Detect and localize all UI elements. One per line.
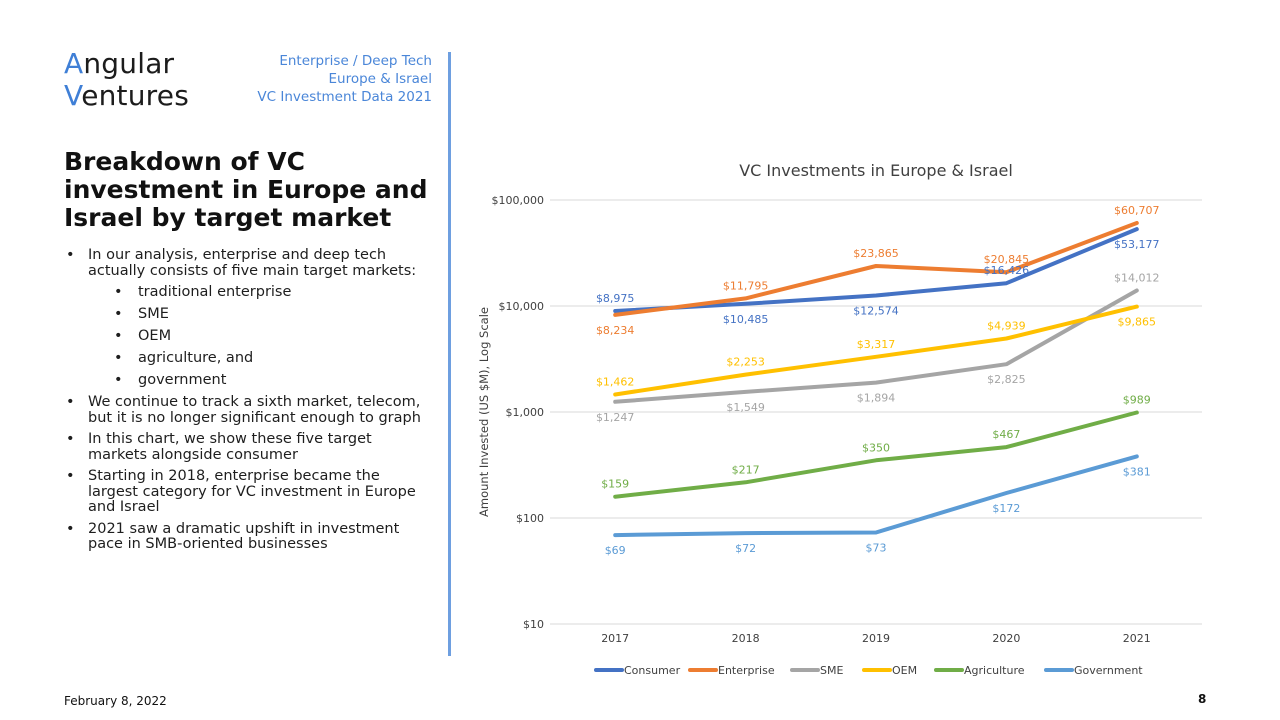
- data-label: $350: [862, 441, 890, 454]
- series-line-enterprise: [613, 221, 1139, 317]
- data-label: $381: [1123, 465, 1151, 478]
- data-label: $989: [1123, 394, 1151, 407]
- legend-label: SME: [820, 664, 843, 677]
- tagline-line: VC Investment Data 2021: [257, 89, 432, 105]
- data-label: $2,825: [987, 373, 1026, 386]
- sub-bullet-item: agriculture, and: [64, 350, 434, 367]
- data-label: $1,247: [596, 411, 635, 424]
- data-label: $159: [601, 478, 629, 491]
- legend-label: Enterprise: [718, 664, 775, 677]
- data-label: $11,795: [723, 279, 769, 292]
- sub-bullet-item: government: [64, 372, 434, 389]
- bullet-item: We continue to track a sixth market, tel…: [64, 394, 434, 426]
- data-label: $72: [735, 542, 756, 555]
- legend-label: Government: [1074, 664, 1143, 677]
- series-line-government: [613, 454, 1139, 538]
- logo-word-angular: ngular: [83, 47, 175, 80]
- company-logo: Angular Ventures: [64, 48, 189, 112]
- bullet-item: Starting in 2018, enterprise became the …: [64, 468, 434, 516]
- data-label: $23,865: [853, 247, 899, 260]
- data-label: $172: [992, 502, 1020, 515]
- sub-bullet-item: OEM: [64, 328, 434, 345]
- data-label: $4,939: [987, 319, 1026, 332]
- data-label: $217: [732, 463, 760, 476]
- bullet-item: 2021 saw a dramatic upshift in investmen…: [64, 521, 434, 553]
- data-label: $1,462: [596, 376, 635, 389]
- data-label: $73: [866, 541, 887, 554]
- y-axis-label: Amount Invested (US $M), Log Scale: [477, 307, 491, 517]
- x-tick-label: 2018: [732, 632, 760, 645]
- x-tick-label: 2020: [992, 632, 1020, 645]
- y-tick-label: $10,000: [499, 300, 545, 313]
- data-label: $14,012: [1114, 271, 1160, 284]
- data-label: $12,574: [853, 304, 899, 317]
- data-label: $3,317: [857, 338, 896, 351]
- x-tick-label: 2021: [1123, 632, 1151, 645]
- legend-label: OEM: [892, 664, 917, 677]
- series-line-agriculture: [613, 410, 1139, 499]
- x-tick-label: 2019: [862, 632, 890, 645]
- chart-title: VC Investments in Europe & Israel: [739, 161, 1013, 180]
- data-label: $8,975: [596, 292, 635, 305]
- data-label: $2,253: [726, 356, 765, 369]
- data-label: $10,485: [723, 313, 769, 326]
- data-label: $69: [605, 544, 626, 557]
- y-tick-label: $100,000: [492, 194, 545, 207]
- data-label: $467: [992, 428, 1020, 441]
- data-label: $16,426: [984, 264, 1030, 277]
- data-label: $9,865: [1118, 316, 1157, 329]
- logo-letter-a: A: [64, 47, 84, 80]
- bullet-list: In our analysis, enterprise and deep tec…: [64, 247, 434, 559]
- sub-bullet-item: traditional enterprise: [64, 284, 434, 301]
- sub-bullet-item: SME: [64, 306, 434, 323]
- footer-date: February 8, 2022: [64, 694, 167, 708]
- page-number: 8: [1198, 692, 1207, 706]
- logo-letter-v: V: [64, 79, 82, 112]
- series-line-oem: [613, 304, 1139, 397]
- tagline-line: Europe & Israel: [328, 71, 432, 87]
- series-line-sme: [613, 288, 1139, 404]
- legend-label: Agriculture: [964, 664, 1025, 677]
- vertical-divider: [448, 52, 451, 656]
- y-tick-label: $100: [516, 512, 544, 525]
- data-label: $20,845: [984, 253, 1030, 266]
- report-tagline: Enterprise / Deep Tech Europe & Israel V…: [220, 52, 432, 106]
- tagline-line: Enterprise / Deep Tech: [279, 53, 432, 69]
- logo-word-ventures: entures: [81, 79, 189, 112]
- series-line-consumer: [613, 227, 1139, 313]
- bullet-item: In this chart, we show these five target…: [64, 431, 434, 463]
- data-label: $1,549: [726, 401, 765, 414]
- line-chart: VC Investments in Europe & Israel $10 $100…: [477, 161, 1202, 677]
- bullet-item: In our analysis, enterprise and deep tec…: [64, 247, 434, 279]
- slide-title: Breakdown of VC investment in Europe and…: [64, 147, 428, 232]
- legend-label: Consumer: [624, 664, 681, 677]
- y-tick-label: $1,000: [506, 406, 545, 419]
- data-label: $8,234: [596, 324, 635, 337]
- data-label: $60,707: [1114, 204, 1160, 217]
- x-tick-label: 2017: [601, 632, 629, 645]
- data-label: $53,177: [1114, 238, 1160, 251]
- y-tick-label: $10: [523, 618, 544, 631]
- data-label: $1,894: [857, 392, 896, 405]
